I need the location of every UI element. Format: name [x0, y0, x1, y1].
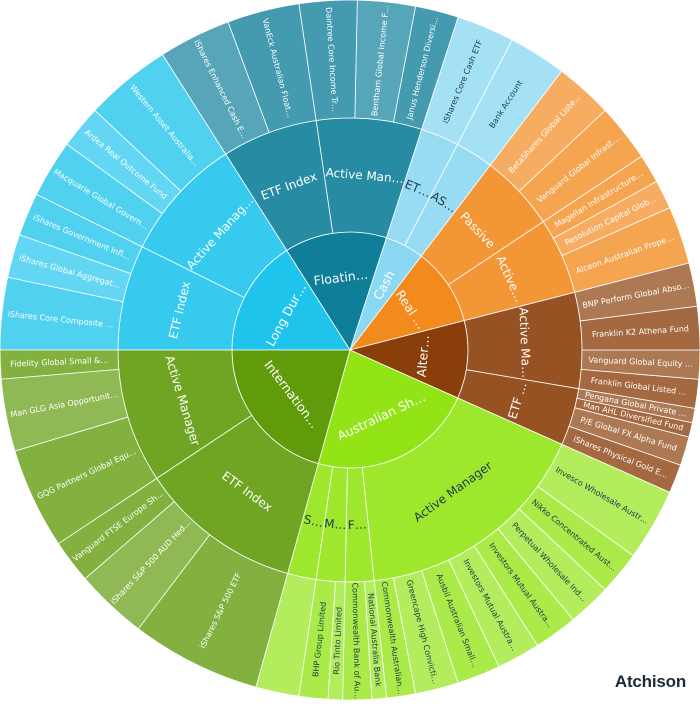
segment-ishares-s-p-500-etf [137, 534, 289, 688]
segment-ishares-core-cash-etf [421, 16, 513, 145]
segment-betashares-global-listed-property-fund [489, 70, 606, 192]
segment-ishares-enhanced-cash-etf [161, 21, 270, 155]
segment-bnp-perform-global-absolute-return [574, 262, 698, 322]
atchison-logo: Atchison [614, 672, 686, 691]
segment-invesco-wholesale-australian-share-fund [537, 443, 671, 557]
